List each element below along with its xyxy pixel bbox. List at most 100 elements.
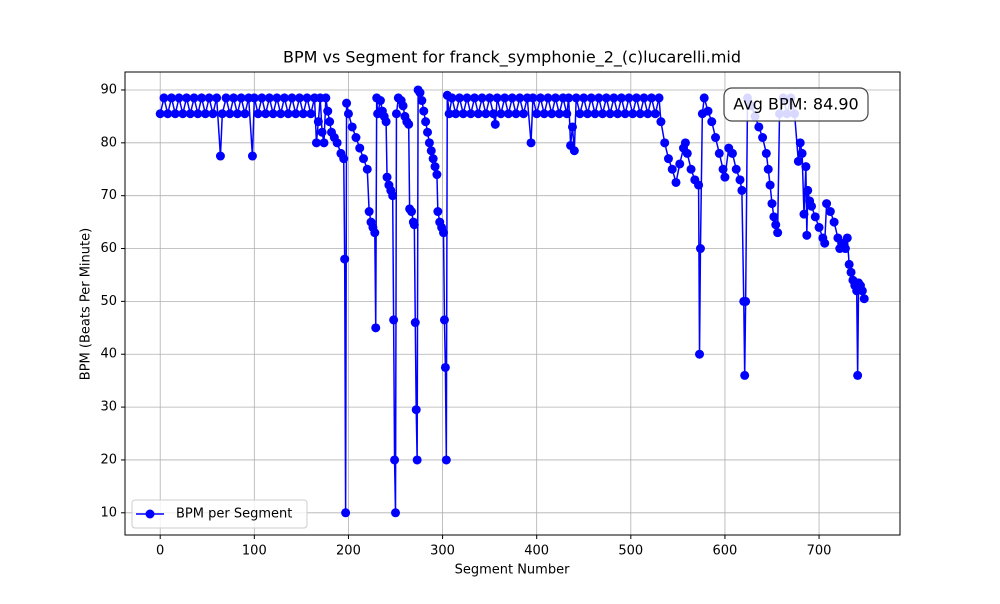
data-point bbox=[699, 93, 709, 103]
data-point bbox=[339, 154, 349, 164]
data-point bbox=[302, 93, 312, 103]
data-point bbox=[197, 93, 207, 103]
data-point bbox=[430, 162, 440, 172]
data-point bbox=[166, 93, 176, 103]
data-point bbox=[590, 109, 600, 119]
data-point bbox=[247, 151, 257, 161]
data-point bbox=[682, 148, 692, 158]
data-point bbox=[598, 109, 608, 119]
data-point bbox=[268, 109, 278, 119]
data-point bbox=[236, 93, 246, 103]
data-point bbox=[359, 154, 369, 164]
data-point bbox=[643, 109, 653, 119]
data-point bbox=[185, 109, 195, 119]
y-tick-label: 80 bbox=[100, 135, 117, 150]
data-point bbox=[439, 315, 449, 325]
data-point bbox=[801, 162, 811, 172]
data-point bbox=[554, 109, 564, 119]
data-point bbox=[370, 228, 380, 238]
data-point bbox=[601, 93, 611, 103]
data-point bbox=[295, 93, 305, 103]
data-point bbox=[605, 109, 615, 119]
data-point bbox=[656, 117, 666, 127]
data-point bbox=[208, 109, 218, 119]
data-point bbox=[844, 259, 854, 269]
y-tick-label: 10 bbox=[100, 505, 117, 520]
chart-title: BPM vs Segment for franck_symphonie_2_(c… bbox=[283, 48, 741, 68]
data-point bbox=[535, 93, 545, 103]
data-point bbox=[257, 93, 267, 103]
data-point bbox=[488, 109, 498, 119]
x-tick-label: 500 bbox=[618, 544, 643, 559]
data-point bbox=[663, 154, 673, 164]
data-point bbox=[680, 138, 690, 148]
data-point bbox=[341, 508, 351, 518]
data-point bbox=[562, 109, 572, 119]
data-point bbox=[415, 88, 425, 98]
data-point bbox=[771, 220, 781, 230]
data-point bbox=[404, 119, 414, 129]
data-point bbox=[547, 109, 557, 119]
data-point bbox=[215, 151, 225, 161]
data-point bbox=[249, 93, 259, 103]
data-point bbox=[325, 117, 335, 127]
y-tick-label: 40 bbox=[100, 347, 117, 362]
data-point bbox=[528, 93, 538, 103]
data-point bbox=[639, 93, 649, 103]
data-point bbox=[496, 109, 506, 119]
data-point bbox=[276, 109, 286, 119]
data-point bbox=[624, 93, 634, 103]
data-point bbox=[200, 109, 210, 119]
data-point bbox=[364, 207, 374, 217]
data-point bbox=[264, 93, 274, 103]
data-point bbox=[737, 185, 747, 195]
data-point bbox=[711, 133, 721, 143]
data-point bbox=[433, 207, 443, 217]
legend-label: BPM per Segment bbox=[176, 507, 292, 522]
data-point bbox=[551, 93, 561, 103]
data-point bbox=[391, 109, 401, 119]
data-point bbox=[803, 185, 813, 195]
data-point bbox=[731, 164, 741, 174]
data-point bbox=[178, 109, 188, 119]
data-point bbox=[829, 217, 839, 227]
data-point bbox=[631, 93, 641, 103]
data-point bbox=[417, 96, 427, 106]
data-point bbox=[613, 109, 623, 119]
data-point bbox=[575, 109, 585, 119]
annotation-text: Avg BPM: 84.90 bbox=[733, 95, 858, 114]
data-point bbox=[767, 199, 777, 209]
data-point bbox=[735, 175, 745, 185]
data-point bbox=[583, 109, 593, 119]
x-tick-label: 200 bbox=[336, 544, 361, 559]
data-point bbox=[720, 172, 730, 182]
data-point bbox=[159, 93, 169, 103]
data-point bbox=[221, 93, 231, 103]
data-point bbox=[319, 138, 329, 148]
data-point bbox=[388, 191, 398, 201]
data-point bbox=[272, 93, 282, 103]
x-tick-label: 100 bbox=[242, 544, 267, 559]
data-point bbox=[291, 109, 301, 119]
data-point bbox=[470, 93, 480, 103]
data-point bbox=[313, 117, 323, 127]
data-point bbox=[579, 93, 589, 103]
data-point bbox=[407, 207, 417, 217]
data-point bbox=[240, 109, 250, 119]
data-point bbox=[426, 146, 436, 156]
data-point bbox=[343, 109, 353, 119]
data-point bbox=[409, 220, 419, 230]
data-point bbox=[444, 109, 454, 119]
data-point bbox=[382, 172, 392, 182]
data-point bbox=[351, 133, 361, 143]
data-point bbox=[532, 109, 542, 119]
data-point bbox=[741, 296, 751, 306]
data-point bbox=[217, 109, 227, 119]
data-point bbox=[389, 315, 399, 325]
data-point bbox=[616, 93, 626, 103]
x-tick-label: 700 bbox=[807, 544, 832, 559]
data-point bbox=[628, 109, 638, 119]
data-point bbox=[703, 106, 713, 116]
data-point bbox=[797, 148, 807, 158]
